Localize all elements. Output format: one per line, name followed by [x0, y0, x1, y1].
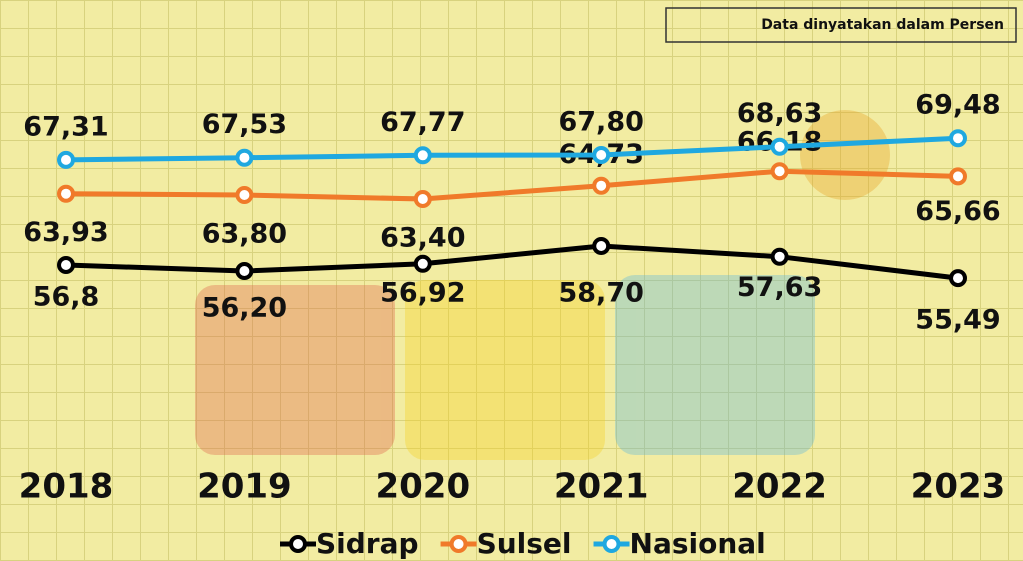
legend-label: Nasional — [630, 527, 766, 560]
point — [773, 250, 787, 264]
point — [237, 264, 251, 278]
x-tick-label: 2018 — [19, 467, 114, 507]
x-tick-label: 2022 — [732, 467, 827, 507]
value-label: 65,66 — [915, 196, 1000, 227]
value-label: 69,48 — [915, 90, 1000, 121]
point — [237, 188, 251, 202]
value-label: 58,70 — [558, 278, 643, 309]
value-label: 63,40 — [380, 223, 465, 254]
x-tick-label: 2023 — [911, 467, 1006, 507]
x-tick-label: 2019 — [197, 467, 292, 507]
series-line — [66, 246, 958, 278]
value-label: 56,20 — [202, 293, 287, 324]
point — [59, 153, 73, 167]
x-tick-label: 2021 — [554, 467, 649, 507]
point — [59, 187, 73, 201]
point — [951, 271, 965, 285]
x-tick-label: 2020 — [375, 467, 470, 507]
point — [951, 169, 965, 183]
point — [594, 148, 608, 162]
value-label: 67,31 — [23, 111, 108, 142]
chart: Data dinyatakan dalam Persen 56,8 56,20 56… — [0, 0, 1023, 561]
point — [416, 148, 430, 162]
page: Data dinyatakan dalam Persen 56,8 56,20 56… — [0, 0, 1023, 561]
value-label: 63,80 — [202, 219, 287, 250]
point — [594, 239, 608, 253]
value-label: 56,92 — [380, 277, 465, 308]
point — [237, 151, 251, 165]
legend-marker — [605, 537, 619, 551]
value-label: 67,53 — [202, 109, 287, 140]
value-label: 67,77 — [380, 107, 465, 138]
point — [416, 257, 430, 271]
note: Data dinyatakan dalam Persen — [761, 17, 1004, 33]
point — [773, 140, 787, 154]
value-label: 68,63 — [737, 98, 822, 129]
legend-marker — [452, 537, 466, 551]
point — [773, 164, 787, 178]
value-label: 55,49 — [915, 305, 1000, 336]
legend-marker — [291, 537, 305, 551]
point — [416, 192, 430, 206]
value-label: 57,63 — [737, 272, 822, 303]
point — [594, 179, 608, 193]
point — [59, 258, 73, 272]
legend-label: Sulsel — [477, 527, 572, 560]
legend-label: Sidrap — [316, 527, 419, 560]
value-label: 63,93 — [23, 217, 108, 248]
point — [951, 131, 965, 145]
value-label: 56,8 — [33, 282, 100, 313]
value-label: 67,80 — [558, 107, 643, 138]
